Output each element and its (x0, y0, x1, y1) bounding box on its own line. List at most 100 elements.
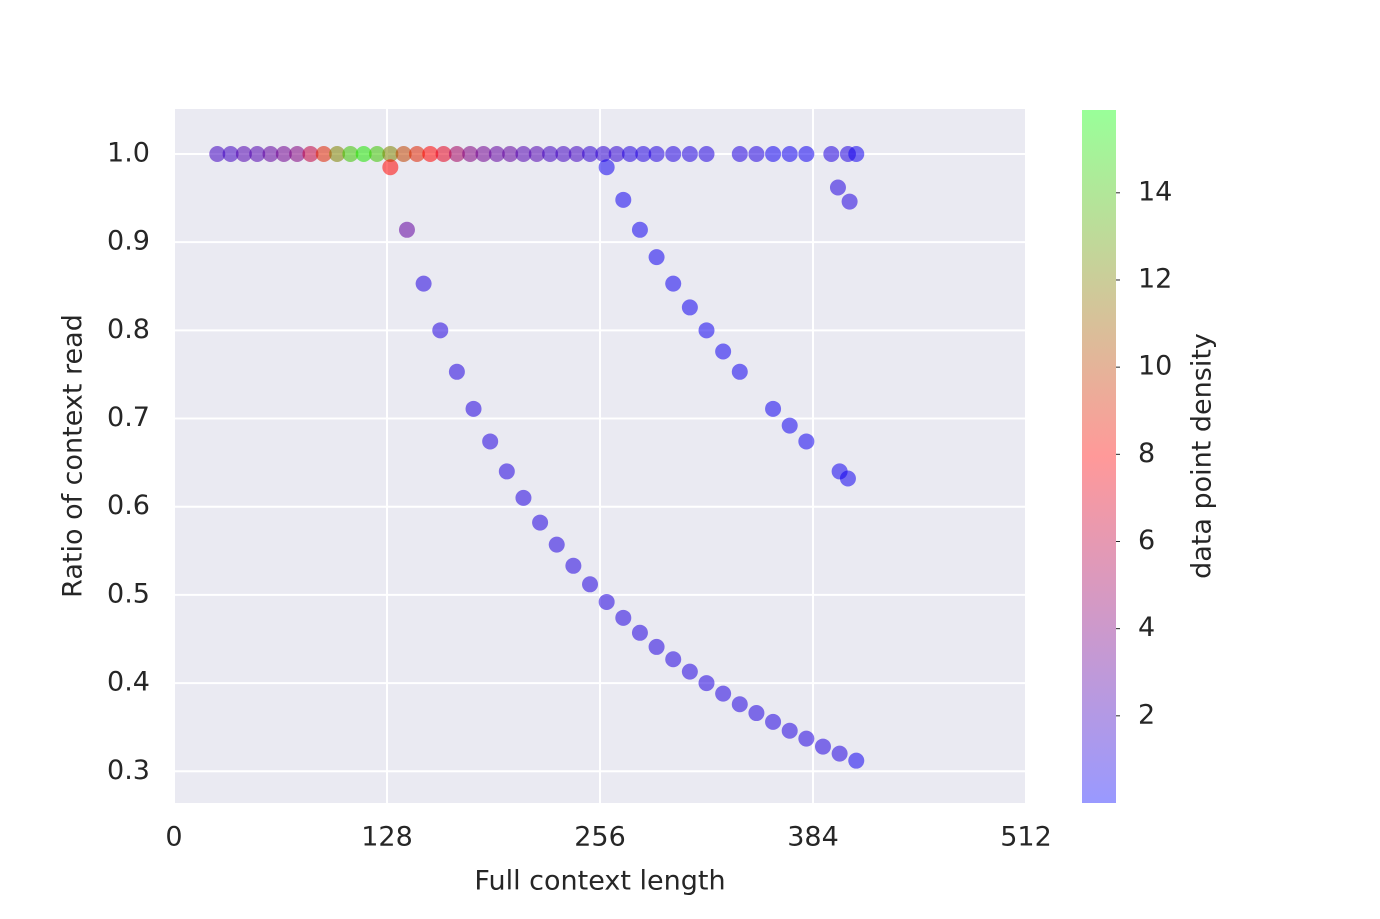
point (781, 722, 798, 739)
y-tick-label: 0.9 (107, 226, 150, 257)
point (698, 145, 715, 162)
point (502, 145, 519, 162)
y-tick-label: 0.5 (107, 578, 150, 609)
point (498, 463, 515, 480)
point (715, 343, 732, 360)
point (781, 417, 798, 434)
point (781, 145, 798, 162)
point (823, 145, 840, 162)
y-tick-label: 1.0 (107, 137, 150, 168)
point (681, 145, 698, 162)
points (209, 145, 865, 769)
point (631, 624, 648, 641)
point (448, 145, 465, 162)
point (398, 221, 415, 238)
point (798, 145, 815, 162)
point (731, 363, 748, 380)
point (615, 609, 632, 626)
point (275, 145, 292, 162)
point (568, 145, 585, 162)
point (548, 536, 565, 553)
point (342, 145, 359, 162)
point (814, 738, 831, 755)
point (595, 145, 612, 162)
point (765, 145, 782, 162)
x-axis-label: Full context length (474, 866, 725, 897)
point (831, 745, 848, 762)
y-axis-label: Ratio of context read (58, 314, 89, 598)
point (648, 249, 665, 266)
point (765, 713, 782, 730)
point (731, 145, 748, 162)
point (482, 433, 499, 450)
point (615, 191, 632, 208)
point (598, 593, 615, 610)
colorbar-tick-label: 10 (1138, 351, 1172, 382)
point (555, 145, 572, 162)
point (488, 145, 505, 162)
point (648, 145, 665, 162)
x-tick-label: 0 (165, 822, 182, 853)
point (665, 275, 682, 292)
colorbar-tick-label: 4 (1138, 612, 1155, 643)
point (235, 145, 252, 162)
point (302, 145, 319, 162)
point (222, 145, 239, 162)
point (748, 705, 765, 722)
y-tick-label: 0.7 (107, 402, 150, 433)
point (582, 145, 599, 162)
point (475, 145, 492, 162)
point (382, 145, 399, 162)
point (848, 752, 865, 769)
point (432, 322, 449, 339)
point (355, 145, 372, 162)
point (582, 576, 599, 593)
colorbar-tick-label: 12 (1138, 263, 1172, 294)
point (631, 221, 648, 238)
point (422, 145, 439, 162)
colorbar (1082, 110, 1116, 803)
y-tick-label: 0.3 (107, 755, 150, 786)
point (681, 663, 698, 680)
point (448, 363, 465, 380)
point (262, 145, 279, 162)
point (765, 400, 782, 417)
point (621, 145, 638, 162)
point (635, 145, 652, 162)
point (395, 145, 412, 162)
x-tick-label: 512 (1000, 822, 1052, 853)
point (542, 145, 559, 162)
y-tick-label: 0.4 (107, 667, 150, 698)
colorbar-tick-label: 8 (1138, 438, 1155, 469)
point (515, 145, 532, 162)
point (532, 514, 549, 531)
point (848, 145, 865, 162)
point (465, 400, 482, 417)
point (528, 145, 545, 162)
point (408, 145, 425, 162)
point (462, 145, 479, 162)
x-tick-label: 256 (574, 822, 626, 853)
point (565, 557, 582, 574)
point (209, 145, 226, 162)
colorbar-tick-label: 14 (1138, 176, 1172, 207)
x-tick-label: 384 (787, 822, 839, 853)
point (382, 159, 399, 176)
point (315, 145, 332, 162)
point (369, 145, 386, 162)
point (665, 651, 682, 668)
point (841, 193, 858, 210)
y-tick-label: 0.6 (107, 490, 150, 521)
point (598, 159, 615, 176)
x-tick-label: 128 (361, 822, 413, 853)
point (829, 179, 846, 196)
colorbar-label: data point density (1187, 333, 1218, 579)
point (681, 299, 698, 316)
colorbar-tick-label: 2 (1138, 699, 1155, 730)
point (715, 685, 732, 702)
point (648, 638, 665, 655)
point (698, 675, 715, 692)
point (289, 145, 306, 162)
point (798, 730, 815, 747)
